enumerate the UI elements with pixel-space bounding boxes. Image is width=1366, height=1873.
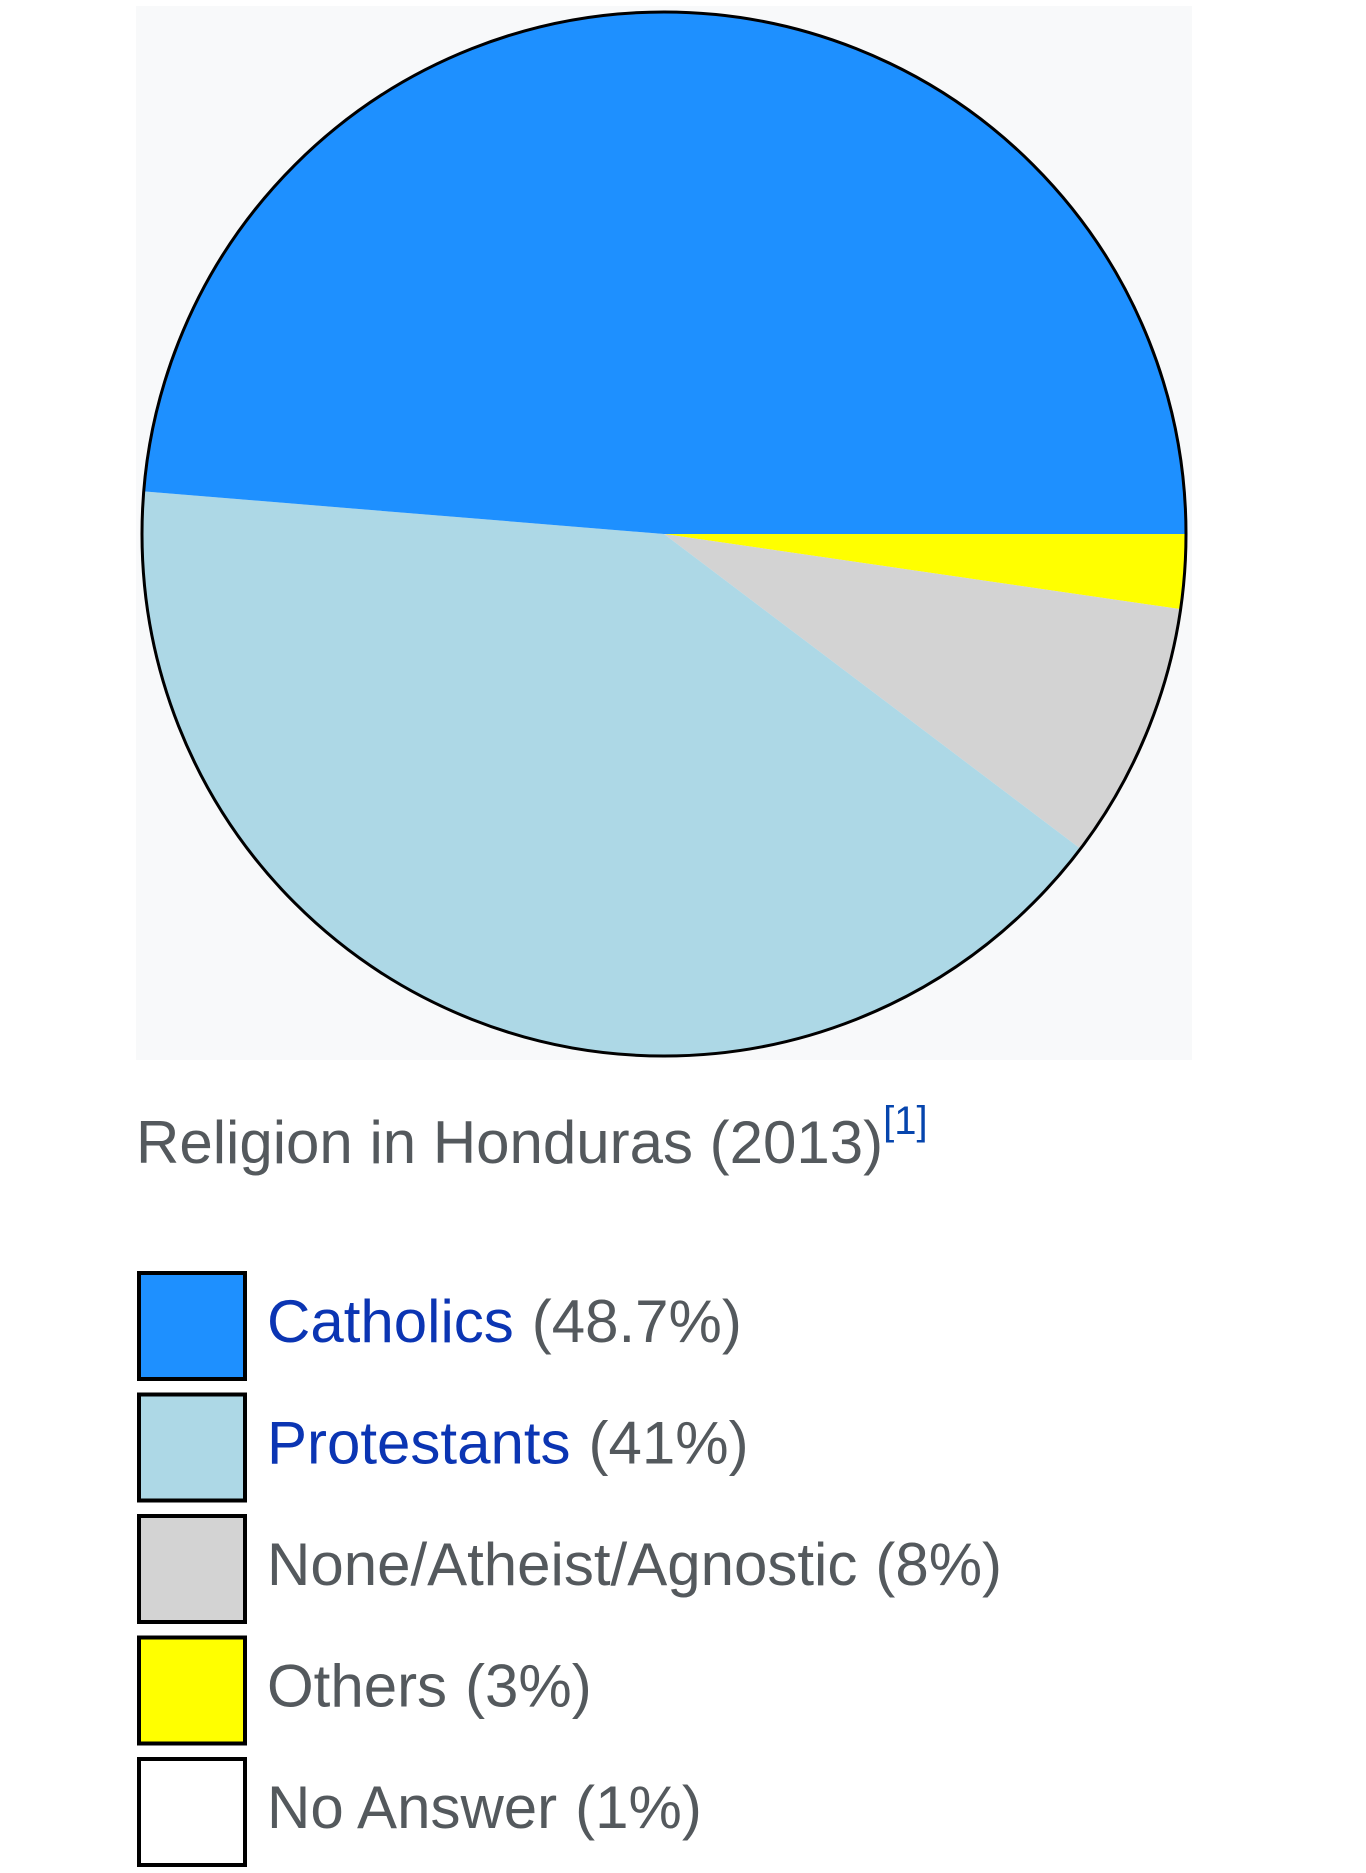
- legend-entry: No Answer (1%): [267, 1774, 702, 1841]
- legend-entry: Protestants (41%): [267, 1409, 749, 1476]
- legend-label: None/Atheist/Agnostic: [267, 1531, 857, 1598]
- legend-label: No Answer: [267, 1774, 557, 1841]
- legend-value: (41%): [589, 1409, 749, 1476]
- legend-value: (8%): [875, 1531, 1002, 1598]
- legend: Catholics (48.7%) Protestants (41%) None/Ath…: [137, 1271, 1002, 1867]
- legend-entry: Catholics (48.7%): [267, 1288, 742, 1355]
- legend-link[interactable]: Protestants: [267, 1409, 571, 1476]
- pie-slice: [143, 12, 1187, 534]
- legend-entry: Others (3%): [267, 1652, 592, 1719]
- chart-title: Religion in Honduras (2013)[1]: [136, 1099, 928, 1176]
- legend-link[interactable]: Catholics: [267, 1288, 514, 1355]
- legend-value: (3%): [465, 1652, 592, 1719]
- legend-swatch: [137, 1392, 247, 1503]
- title-text: Religion in Honduras (2013): [136, 1109, 883, 1176]
- legend-swatch: [137, 1635, 247, 1746]
- pie-slice: [142, 491, 1081, 1057]
- legend-entry: None/Atheist/Agnostic (8%): [267, 1531, 1002, 1598]
- pie-outline: [140, 10, 1188, 1058]
- pie-slice: [664, 511, 1186, 610]
- pie: [142, 12, 1187, 1057]
- legend-label: Others: [267, 1652, 447, 1719]
- legend-value: (1%): [575, 1774, 702, 1841]
- legend-swatch: [137, 1514, 247, 1624]
- legend-swatch: [137, 1271, 247, 1381]
- pie-slice: [664, 534, 1181, 849]
- reference-link[interactable]: [1]: [883, 1099, 927, 1143]
- legend-swatch: [137, 1757, 247, 1867]
- legend-value: (48.7%): [532, 1288, 742, 1355]
